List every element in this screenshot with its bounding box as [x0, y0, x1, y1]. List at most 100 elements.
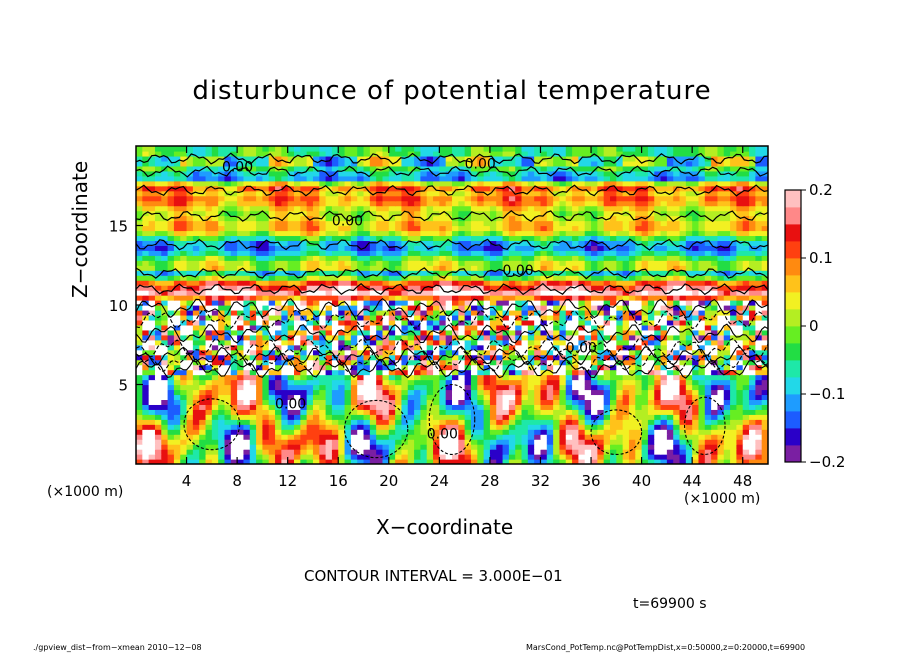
heatmap-cell — [439, 280, 447, 286]
heatmap-cell — [205, 404, 213, 410]
heatmap-cell — [616, 250, 624, 256]
heatmap-cell — [521, 240, 529, 246]
heatmap-cell — [452, 399, 459, 405]
heatmap-cell — [294, 250, 301, 256]
heatmap-cell — [161, 379, 169, 386]
heatmap-cell — [540, 409, 548, 415]
heatmap-cell — [369, 344, 377, 351]
heatmap-cell — [704, 314, 712, 321]
heatmap-cell — [338, 295, 346, 301]
heatmap-cell — [755, 250, 763, 256]
heatmap-cell — [325, 459, 333, 464]
heatmap-cell — [647, 235, 655, 242]
heatmap-cell — [742, 280, 750, 286]
heatmap-cell — [325, 319, 333, 326]
heatmap-cell — [344, 220, 352, 227]
heatmap-cell — [294, 419, 301, 425]
heatmap-cell — [338, 334, 346, 341]
heatmap-cell — [363, 225, 371, 232]
heatmap-cell — [679, 290, 687, 296]
heatmap-cell — [243, 235, 251, 242]
heatmap-cell — [559, 250, 567, 256]
heatmap-cell — [464, 319, 472, 326]
heatmap-cell — [666, 349, 674, 356]
heatmap-cell — [584, 225, 592, 232]
heatmap-cell — [717, 235, 725, 242]
heatmap-cell — [610, 399, 617, 405]
heatmap-cell — [433, 424, 440, 430]
heatmap-cell — [527, 389, 535, 396]
heatmap-cell — [483, 285, 491, 291]
heatmap-cell — [401, 439, 409, 445]
heatmap-cell — [685, 334, 693, 341]
heatmap-cell — [180, 364, 188, 371]
heatmap-cell — [534, 374, 542, 381]
heatmap-cell — [616, 245, 624, 251]
heatmap-cell — [433, 240, 440, 246]
heatmap-cell — [180, 275, 188, 281]
heatmap-cell — [521, 220, 529, 227]
heatmap-cell — [167, 344, 175, 351]
heatmap-cell — [211, 374, 219, 381]
heatmap-cell — [698, 374, 706, 381]
heatmap-cell — [420, 374, 428, 381]
heatmap-cell — [382, 434, 390, 440]
heatmap-cell — [230, 215, 238, 222]
heatmap-cell — [477, 314, 485, 321]
heatmap-cell — [414, 444, 421, 450]
heatmap-cell — [534, 414, 542, 420]
heatmap-cell — [458, 260, 466, 266]
heatmap-cell — [464, 270, 472, 276]
heatmap-cell — [692, 270, 700, 276]
heatmap-cell — [262, 225, 270, 232]
heatmap-cell — [717, 319, 725, 326]
heatmap-cell — [692, 295, 700, 301]
heatmap-cell — [572, 255, 579, 261]
heatmap-cell — [218, 275, 226, 281]
heatmap-cell — [572, 250, 579, 256]
heatmap-cell — [281, 379, 289, 386]
heatmap-cell — [610, 429, 617, 435]
heatmap-cell — [243, 399, 251, 405]
heatmap-cell — [186, 344, 194, 351]
heatmap-cell — [508, 334, 516, 341]
heatmap-cell — [224, 404, 232, 410]
heatmap-cell — [224, 389, 232, 396]
heatmap-cell — [477, 319, 485, 326]
heatmap-cell — [540, 444, 548, 450]
heatmap-cell — [597, 280, 605, 286]
heatmap-cell — [711, 449, 719, 455]
heatmap-cell — [591, 305, 598, 311]
heatmap-cell — [565, 449, 573, 455]
heatmap-cell — [723, 439, 731, 445]
heatmap-cell — [205, 389, 213, 396]
heatmap-cell — [711, 319, 719, 326]
heatmap-cell — [603, 309, 611, 316]
heatmap-cell — [692, 300, 700, 306]
heatmap-cell — [660, 374, 668, 381]
heatmap-cell — [742, 290, 750, 296]
heatmap-cell — [673, 265, 681, 271]
heatmap-cell — [546, 215, 554, 222]
heatmap-cell — [641, 429, 649, 435]
heatmap-cell — [211, 285, 219, 291]
heatmap-cell — [338, 429, 346, 435]
heatmap-cell — [388, 319, 396, 326]
heatmap-cell — [470, 449, 478, 455]
heatmap-cell — [527, 399, 535, 405]
heatmap-cell — [230, 404, 238, 410]
heatmap-cell — [414, 349, 421, 356]
heatmap-cell — [534, 354, 542, 361]
heatmap-cell — [192, 399, 200, 405]
heatmap-cell — [173, 444, 181, 450]
heatmap-cell — [199, 265, 207, 271]
heatmap-cell — [508, 369, 516, 376]
heatmap-cell — [761, 424, 768, 430]
heatmap-cell — [205, 354, 213, 361]
heatmap-cell — [407, 300, 415, 306]
heatmap-cell — [350, 379, 358, 386]
heatmap-cell — [199, 434, 207, 440]
heatmap-cell — [483, 215, 491, 222]
heatmap-cell — [382, 270, 390, 276]
heatmap-cell — [692, 374, 700, 381]
